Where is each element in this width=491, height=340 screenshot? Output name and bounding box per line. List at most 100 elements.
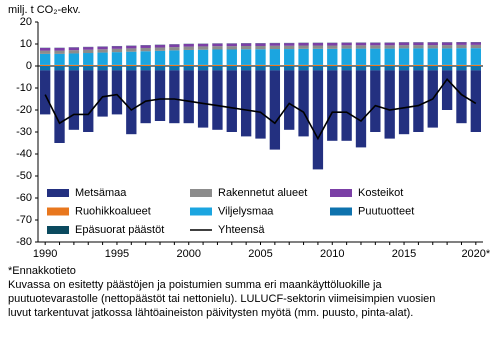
- bar-segment: [83, 64, 94, 66]
- x-tick-label: 1995: [105, 248, 129, 260]
- bar-segment: [284, 66, 295, 71]
- bar-segment: [140, 45, 151, 48]
- bar-segment: [83, 53, 94, 65]
- bar-segment: [370, 66, 381, 71]
- x-tick-label: 2015: [392, 248, 416, 260]
- bar-segment: [284, 64, 295, 66]
- note: *Ennakkotieto: [8, 265, 76, 277]
- bar-segment: [83, 49, 94, 54]
- bar-segment: [427, 66, 438, 71]
- bar-segment: [298, 64, 309, 66]
- bar-segment: [355, 64, 367, 66]
- bar-segment: [226, 70, 237, 132]
- bar-segment: [470, 70, 481, 132]
- bar-segment: [226, 46, 237, 50]
- bar-segment: [240, 64, 252, 66]
- bar-segment: [197, 64, 209, 66]
- bar-segment: [370, 64, 381, 66]
- bar-segment: [169, 44, 180, 48]
- bar-segment: [212, 46, 223, 50]
- bar-segment: [197, 66, 209, 71]
- legend-box: [40, 183, 481, 240]
- bar-segment: [470, 44, 481, 49]
- bar-segment: [398, 70, 410, 135]
- bar-segment: [169, 64, 180, 66]
- legend-label: Ruohikkoalueet: [75, 205, 151, 217]
- y-tick-label: -10: [16, 82, 32, 94]
- bar-segment: [269, 45, 281, 50]
- note: Kuvassa on esitetty päästöjen ja poistum…: [8, 279, 382, 291]
- bar-segment: [284, 70, 295, 130]
- bar-segment: [40, 64, 51, 66]
- bar-segment: [470, 64, 481, 66]
- legend-swatch: [190, 189, 212, 197]
- bar-segment: [441, 64, 453, 66]
- bar-segment: [111, 70, 123, 115]
- bar-segment: [413, 64, 424, 66]
- bar-segment: [341, 66, 352, 71]
- y-tick-label: -60: [16, 192, 32, 204]
- bar-segment: [441, 70, 453, 110]
- bar-segment: [427, 64, 438, 66]
- bar-segment: [154, 47, 166, 51]
- bar-segment: [312, 64, 324, 66]
- x-tick-label: 2005: [248, 248, 272, 260]
- legend-label: Rakennetut alueet: [218, 187, 307, 199]
- bar-segment: [255, 49, 266, 65]
- bar-segment: [269, 70, 281, 150]
- bar-segment: [370, 70, 381, 132]
- bar-segment: [54, 70, 65, 143]
- bar-segment: [255, 45, 266, 50]
- bar-segment: [441, 66, 453, 71]
- bar-segment: [68, 47, 80, 51]
- legend-label: Yhteensä: [218, 224, 265, 236]
- bar-segment: [355, 42, 367, 46]
- bar-segment: [255, 43, 266, 46]
- bar-segment: [327, 48, 338, 65]
- bar-segment: [240, 66, 252, 71]
- bar-segment: [197, 70, 209, 128]
- bar-segment: [298, 66, 309, 71]
- y-tick-label: 10: [20, 38, 32, 50]
- bar-segment: [456, 44, 467, 49]
- bar-segment: [341, 48, 352, 65]
- legend-swatch: [330, 207, 352, 216]
- bar-segment: [197, 49, 209, 65]
- legend-label: Kosteikot: [358, 187, 403, 199]
- bar-segment: [355, 48, 367, 65]
- bar-segment: [212, 49, 223, 65]
- bar-segment: [355, 66, 367, 71]
- bar-segment: [327, 70, 338, 141]
- bar-segment: [97, 49, 108, 53]
- note: puutuotevarastolle (nettopäästöt tai net…: [8, 293, 435, 305]
- bar-segment: [398, 48, 410, 65]
- legend-swatch: [330, 189, 352, 197]
- bar-segment: [240, 49, 252, 65]
- bar-segment: [111, 46, 123, 49]
- bar-segment: [384, 70, 395, 139]
- bar-segment: [197, 43, 209, 47]
- bar-segment: [97, 64, 108, 66]
- note: luvut tarkentuvat jatkossa lähtöaineisto…: [8, 307, 413, 319]
- bar-segment: [126, 51, 137, 65]
- bar-segment: [427, 48, 438, 65]
- bar-segment: [40, 70, 51, 115]
- bar-segment: [441, 42, 453, 46]
- bar-segment: [140, 51, 151, 65]
- bar-segment: [126, 45, 137, 49]
- y-tick-label: -50: [16, 170, 32, 182]
- bar-segment: [284, 45, 295, 50]
- y-tick-label: 0: [26, 60, 32, 72]
- bar-segment: [54, 53, 65, 65]
- bar-segment: [427, 42, 438, 46]
- bar-segment: [154, 64, 166, 66]
- y-tick-label: -30: [16, 126, 32, 138]
- x-tick-label: 2020*: [461, 248, 490, 260]
- x-tick-label: 2000: [176, 248, 200, 260]
- legend-swatch: [47, 189, 69, 197]
- bar-segment: [456, 66, 467, 71]
- bar-segment: [341, 42, 352, 46]
- bar-segment: [284, 43, 295, 46]
- bar-segment: [169, 66, 180, 71]
